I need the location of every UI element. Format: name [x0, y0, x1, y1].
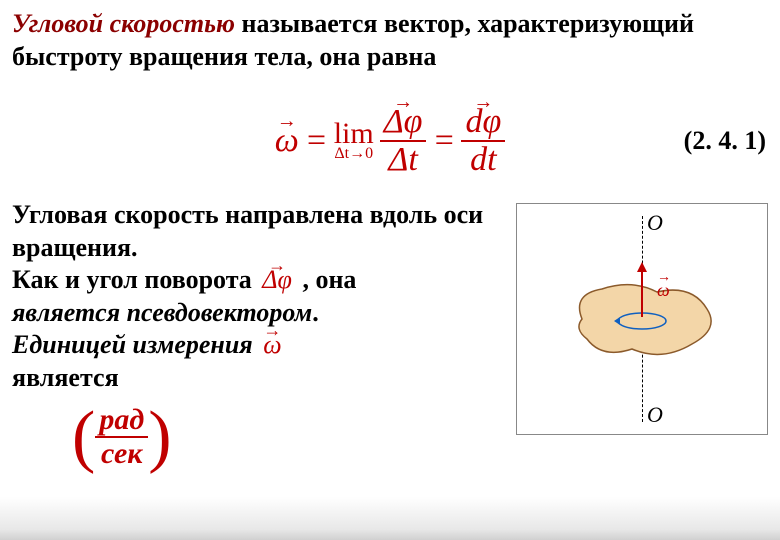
axis-label-bottom: O: [647, 402, 663, 428]
delta-phi-inline: →Δφ: [258, 264, 296, 297]
intro-rest-1: называется вектор, характеризующий: [235, 9, 694, 38]
dot: .: [312, 298, 319, 327]
fraction-2: →dφ dt: [461, 104, 505, 177]
axis-label-top: O: [647, 210, 663, 236]
formula-row: → ω = lim Δt→0 →Δφ Δt = →dφ dt (2. 4. 1): [12, 91, 768, 191]
body-line-2a: Как и угол поворота: [12, 265, 258, 294]
omega-vector-label: → ω: [657, 280, 670, 301]
unit-box: ( рад сек ): [72, 404, 506, 469]
slide: Угловой скоростью называется вектор, хар…: [0, 0, 780, 540]
omega-symbol: → ω: [275, 122, 299, 160]
rotation-diagram: O O → ω: [516, 203, 768, 435]
intro-text: Угловой скоростью называется вектор, хар…: [12, 8, 768, 73]
body-text: Угловая скорость направлена вдоль оси вр…: [12, 199, 506, 469]
unit-text: Единицей измерения: [12, 330, 259, 359]
limit: lim Δt→0: [334, 120, 374, 161]
equation-number: (2. 4. 1): [684, 126, 766, 156]
unit-rad-per-sec: ( рад сек ): [72, 404, 172, 469]
body-block: Угловая скорость направлена вдоль оси вр…: [12, 199, 768, 469]
term-angular-velocity: Угловой скоростью: [12, 9, 235, 38]
intro-line-2: быстроту вращения тела, она равна: [12, 42, 436, 71]
body-line-1: Угловая скорость направлена вдоль оси вр…: [12, 200, 483, 262]
body-line-2b: , она: [302, 265, 356, 294]
equals-2: =: [432, 122, 455, 160]
omega-inline: →ω: [259, 329, 285, 362]
fraction-1: →Δφ Δt: [380, 104, 427, 177]
angular-velocity-formula: → ω = lim Δt→0 →Δφ Δt = →dφ dt: [275, 104, 506, 177]
equals-1: =: [305, 122, 328, 160]
body-line-5: является: [12, 363, 119, 392]
